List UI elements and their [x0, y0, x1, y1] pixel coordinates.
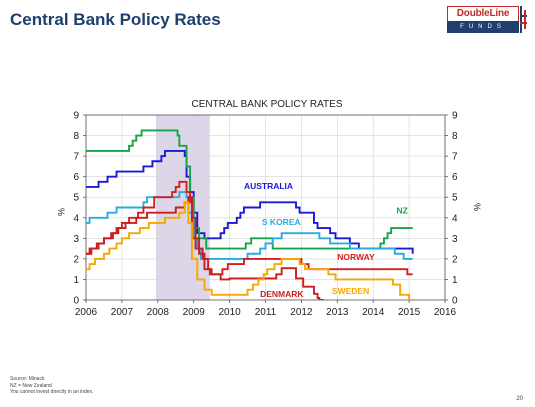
y-tick-label-left: 3 [73, 234, 79, 245]
series-line-s-korea [86, 191, 413, 260]
logo-sub-text: FUNDS [447, 21, 519, 33]
doubleline-logo: DoubleLine FUNDS [447, 6, 527, 34]
x-tick-label: 2015 [398, 307, 421, 318]
y-tick-label-left: 2 [73, 254, 79, 265]
x-tick-label: 2011 [255, 307, 277, 318]
series-label-denmark: DENMARK [260, 289, 304, 299]
x-tick-label: 2006 [75, 307, 98, 318]
y-tick-label-right: 3 [452, 234, 458, 245]
x-tick-label: 2016 [434, 307, 457, 318]
series-label-s-korea: S KOREA [262, 217, 301, 227]
y-tick-label-right: 8 [452, 131, 458, 142]
series-label-nz: NZ [397, 206, 408, 216]
y-tick-label-left: 1 [73, 275, 79, 286]
series-line-denmark [86, 196, 324, 300]
logo-mark-icon [520, 6, 527, 33]
y-tick-label-left: 7 [73, 152, 79, 163]
x-tick-label: 2007 [111, 307, 134, 318]
x-tick-label: 2008 [147, 307, 170, 318]
slide-title: Central Bank Policy Rates [10, 10, 221, 29]
y-tick-label-left: 8 [73, 131, 79, 142]
x-tick-label: 2013 [326, 307, 349, 318]
series-line-sweden [86, 201, 413, 300]
page-number: 20 [516, 396, 523, 402]
y-tick-label-right: 5 [452, 193, 458, 204]
y-tick-label-right: 0 [452, 296, 458, 307]
footnote-disclaimer: You cannot invest directly in an index. [10, 389, 94, 395]
left-axis-label: % [56, 208, 66, 216]
y-tick-label-left: 4 [73, 213, 79, 224]
y-tick-label-left: 0 [73, 296, 79, 307]
right-axis-label: % [472, 203, 482, 211]
x-tick-label: 2009 [183, 307, 206, 318]
x-tick-label: 2012 [290, 307, 313, 318]
series-label-australia: AUSTRALIA [244, 181, 293, 191]
series-label-norway: NORWAY [337, 252, 375, 262]
y-tick-label-right: 1 [452, 275, 458, 286]
y-tick-label-left: 9 [73, 111, 79, 122]
footnotes: Source: Minack NZ = New Zealand You cann… [10, 376, 93, 396]
y-tick-label-left: 6 [73, 172, 79, 183]
footnote-nz: NZ = New Zealand [10, 382, 52, 389]
y-tick-label-right: 9 [452, 111, 458, 122]
y-tick-label-left: 5 [73, 193, 79, 204]
y-tick-label-right: 7 [452, 152, 458, 163]
y-tick-label-right: 2 [452, 254, 458, 265]
chart-title: CENTRAL BANK POLICY RATES [192, 99, 343, 110]
x-tick-label: 2010 [218, 307, 241, 318]
series-label-sweden: SWEDEN [332, 286, 369, 296]
footnote-source: Source: Minack [10, 376, 45, 382]
series-line-australia [86, 150, 414, 254]
y-tick-label-right: 4 [452, 213, 458, 224]
x-tick-label: 2014 [362, 307, 385, 318]
y-tick-label-right: 6 [452, 172, 458, 183]
